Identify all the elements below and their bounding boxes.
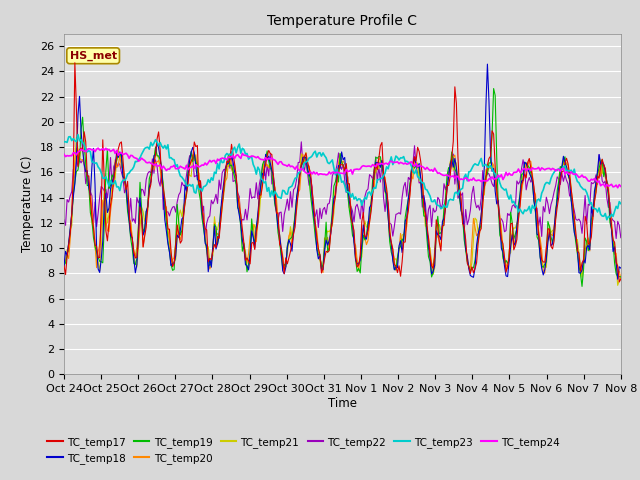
- Text: HS_met: HS_met: [70, 51, 116, 61]
- X-axis label: Time: Time: [328, 397, 357, 410]
- Legend: TC_temp17, TC_temp18, TC_temp19, TC_temp20, TC_temp21, TC_temp22, TC_temp23, TC_: TC_temp17, TC_temp18, TC_temp19, TC_temp…: [43, 432, 564, 468]
- Y-axis label: Temperature (C): Temperature (C): [22, 156, 35, 252]
- Title: Temperature Profile C: Temperature Profile C: [268, 14, 417, 28]
